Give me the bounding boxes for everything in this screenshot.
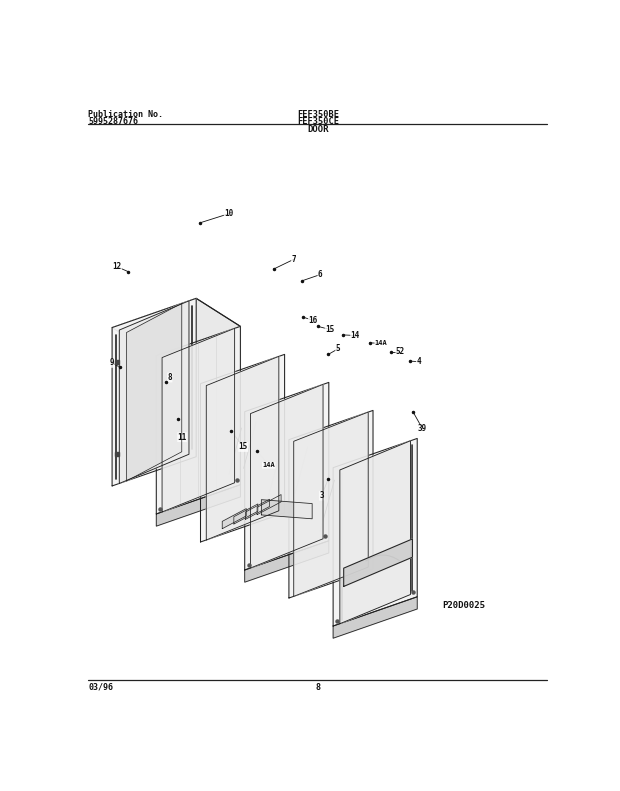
Text: 4: 4 bbox=[417, 358, 421, 366]
Text: 15: 15 bbox=[325, 325, 334, 334]
Text: 52: 52 bbox=[396, 347, 405, 357]
Polygon shape bbox=[245, 541, 329, 582]
Text: 5: 5 bbox=[335, 344, 340, 354]
Polygon shape bbox=[333, 438, 417, 626]
Text: Publication No.: Publication No. bbox=[88, 110, 163, 119]
Polygon shape bbox=[246, 499, 270, 520]
Polygon shape bbox=[234, 504, 258, 524]
Polygon shape bbox=[262, 500, 312, 519]
Polygon shape bbox=[196, 298, 241, 485]
Polygon shape bbox=[289, 411, 373, 598]
Polygon shape bbox=[112, 298, 241, 356]
Text: 03/96: 03/96 bbox=[88, 683, 113, 691]
Text: 14A: 14A bbox=[262, 462, 275, 468]
Text: 5995287676: 5995287676 bbox=[88, 117, 138, 127]
Polygon shape bbox=[333, 596, 417, 638]
Text: FEF350BE: FEF350BE bbox=[297, 110, 339, 119]
Text: 7: 7 bbox=[291, 255, 296, 264]
Polygon shape bbox=[294, 412, 368, 596]
Polygon shape bbox=[156, 485, 241, 526]
Text: 15: 15 bbox=[239, 442, 248, 452]
Polygon shape bbox=[200, 354, 285, 542]
Text: 14A: 14A bbox=[375, 340, 388, 346]
Text: 39: 39 bbox=[418, 424, 427, 433]
Text: FEF350CE: FEF350CE bbox=[297, 117, 339, 127]
Polygon shape bbox=[245, 382, 329, 570]
Polygon shape bbox=[119, 301, 189, 483]
Text: 6: 6 bbox=[318, 270, 322, 279]
Polygon shape bbox=[250, 384, 323, 568]
Text: 8: 8 bbox=[167, 373, 172, 382]
Polygon shape bbox=[126, 303, 182, 481]
Text: 14: 14 bbox=[350, 331, 360, 340]
Polygon shape bbox=[343, 539, 412, 586]
Text: 11: 11 bbox=[177, 433, 187, 441]
Text: DOOR: DOOR bbox=[307, 125, 329, 134]
Polygon shape bbox=[222, 509, 246, 528]
Polygon shape bbox=[340, 441, 410, 624]
Text: 12: 12 bbox=[112, 262, 122, 271]
Text: 10: 10 bbox=[224, 209, 234, 218]
Polygon shape bbox=[162, 328, 234, 512]
Polygon shape bbox=[206, 357, 279, 540]
Text: 3: 3 bbox=[319, 491, 324, 500]
Polygon shape bbox=[156, 327, 241, 514]
Text: 9: 9 bbox=[110, 358, 115, 367]
Text: 16: 16 bbox=[308, 316, 317, 325]
Text: 8: 8 bbox=[315, 683, 321, 691]
Polygon shape bbox=[257, 494, 281, 515]
Text: P20D0025: P20D0025 bbox=[443, 600, 485, 610]
Polygon shape bbox=[112, 298, 196, 486]
